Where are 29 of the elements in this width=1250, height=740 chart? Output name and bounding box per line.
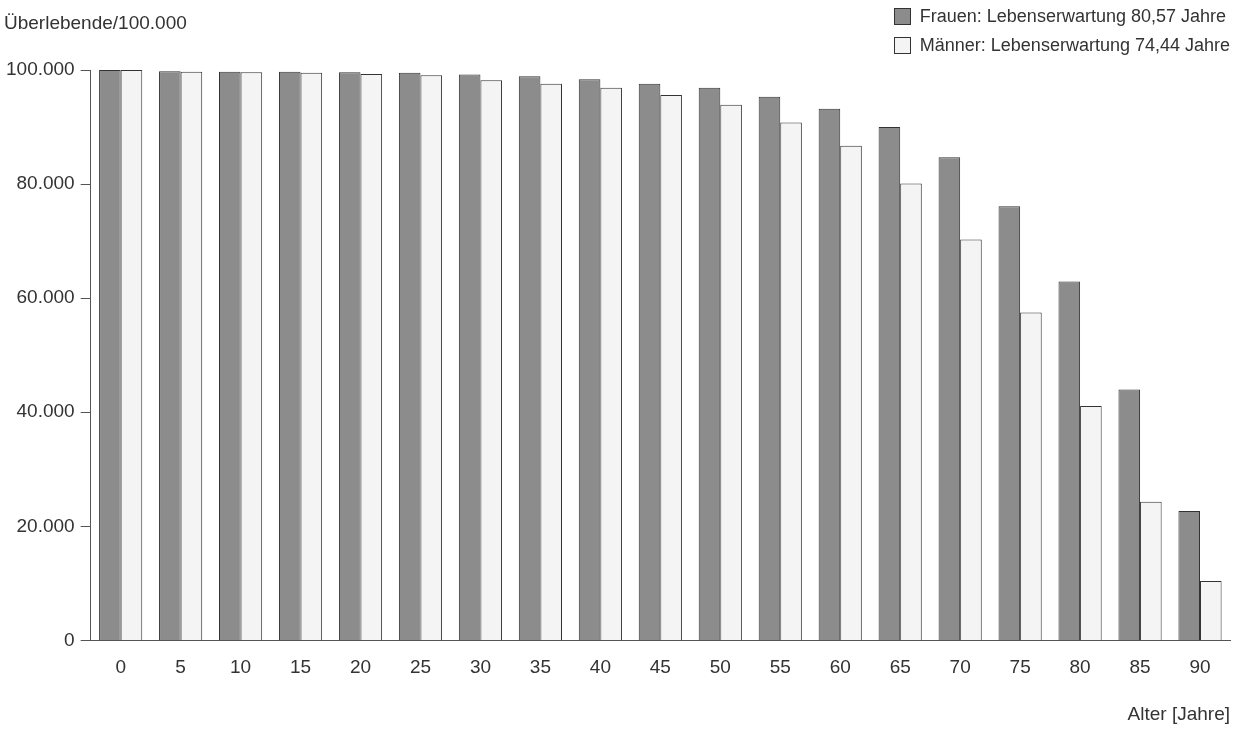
- y-tick-label: 60.000: [16, 286, 75, 308]
- y-tick-label: 40.000: [16, 400, 75, 422]
- y-tick-label: 80.000: [16, 172, 75, 194]
- x-tick-label: 85: [1129, 656, 1151, 678]
- x-tick-label: 40: [589, 656, 611, 678]
- x-tick-label: 60: [829, 656, 851, 678]
- x-tick-label: 65: [889, 656, 911, 678]
- x-tick-label: 20: [349, 656, 372, 678]
- x-tick-label: 15: [289, 656, 312, 678]
- y-tick-label: 20.000: [16, 514, 75, 536]
- x-axis-title: Alter [Jahre]: [1127, 702, 1230, 724]
- x-tick-label: 5: [175, 656, 186, 678]
- x-tick-label: 0: [115, 656, 126, 678]
- y-tick-label: 100.000: [5, 58, 75, 80]
- x-tick-label: 45: [649, 656, 671, 678]
- x-tick-label: 30: [469, 656, 492, 678]
- x-tick-label: 90: [1189, 656, 1211, 678]
- x-tick-label: 55: [769, 656, 791, 678]
- legend-label: Frauen: Lebenserwartung 80,57 Jahre: [919, 6, 1226, 27]
- x-tick-label: 80: [1069, 656, 1091, 678]
- x-tick-label: 10: [230, 656, 252, 678]
- y-axis-title: Überlebende/100.000: [4, 12, 187, 34]
- x-tick-label: 25: [409, 656, 432, 678]
- legend-label: Männer: Lebenserwartung 74,44 Jahre: [919, 35, 1230, 56]
- x-tick-label: 75: [1009, 656, 1031, 678]
- x-tick-label: 50: [709, 656, 731, 678]
- x-tick-label: 70: [949, 656, 971, 678]
- x-tick-label: 35: [529, 656, 551, 678]
- y-tick-label: 0: [64, 628, 75, 650]
